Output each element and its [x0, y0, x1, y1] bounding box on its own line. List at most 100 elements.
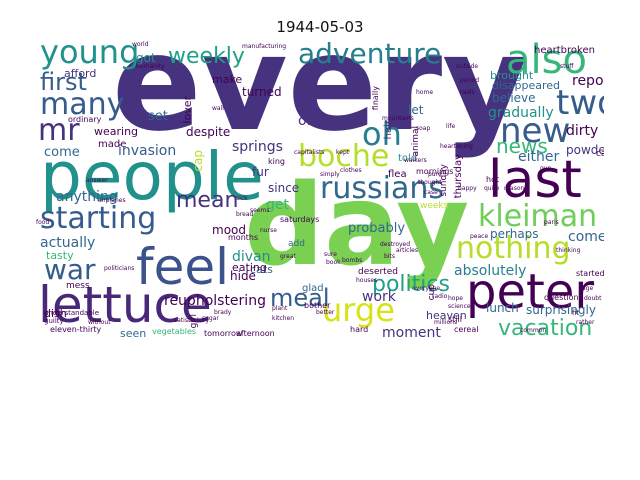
word-absolutely: absolutely: [454, 263, 527, 279]
word-life: life: [446, 123, 456, 130]
word-articles: articles: [396, 247, 418, 254]
word-sure: sure: [324, 251, 337, 258]
word-gun: gun: [540, 165, 552, 172]
word-war: war: [44, 253, 96, 286]
word-afternoon: afternoon: [236, 329, 275, 338]
word-last: last: [488, 150, 582, 210]
word-started: started: [576, 269, 604, 278]
chart-title: 1944-05-03: [276, 18, 364, 36]
word-stuff: stuff: [560, 63, 574, 70]
word-nothing: nothing: [456, 231, 571, 266]
word-urge: urge: [322, 291, 395, 329]
word-mr: mr: [38, 113, 80, 148]
word-lettuce: lettuce: [38, 276, 212, 334]
word-kitchen: kitchen: [272, 315, 295, 322]
word-turned: turned: [242, 85, 282, 99]
word-mess: mess: [66, 281, 90, 291]
word-pure: pure: [428, 171, 442, 178]
word-news: news: [496, 134, 548, 158]
word-politics: politics: [372, 272, 450, 297]
word-capitalists: capitalists: [294, 149, 325, 156]
word-deserted: deserted: [358, 267, 398, 277]
word-question: question: [544, 293, 579, 302]
word-adventure: adventure: [298, 40, 442, 70]
word-cereal: cereal: [454, 325, 479, 334]
word-destroyed: destroyed: [380, 241, 411, 248]
word-humanity: humanity: [136, 63, 165, 70]
word-world: world: [132, 41, 149, 48]
word-moment: moment: [382, 325, 441, 340]
word-office: office: [298, 113, 337, 129]
word-tasty: tasty: [46, 249, 74, 262]
word-happy: happy: [458, 185, 477, 192]
word-comes: comes: [568, 229, 604, 245]
word-add: add: [288, 239, 305, 249]
word-everyone: everyone: [412, 285, 441, 292]
word-gradually: gradually: [488, 105, 554, 121]
word-kleiman: kleiman: [478, 199, 598, 234]
word-divan: divan: [232, 249, 271, 265]
word-mountains: mountains: [382, 115, 414, 122]
word-politicians: politicians: [104, 265, 135, 272]
word-boche: boche: [298, 139, 390, 174]
word-springs: springs: [232, 139, 283, 155]
word-seems: seems: [250, 207, 270, 214]
word-meal: meal: [270, 284, 330, 312]
word-weeks: weeks: [420, 201, 449, 211]
word-vacation: vacation: [498, 316, 593, 340]
word-nurse: nurse: [260, 227, 277, 234]
word-starting: starting: [40, 201, 157, 236]
word-book: book: [326, 259, 341, 266]
word-fur: fur: [252, 165, 269, 179]
word-weekly: weekly: [168, 44, 245, 69]
word-quite: quite: [484, 185, 500, 192]
word-oh: oh: [362, 115, 402, 153]
word-dirty: dirty: [566, 123, 599, 139]
word-people: people: [40, 138, 264, 215]
word-great: great: [280, 253, 296, 260]
word-tomorrow: tomorrow: [204, 329, 243, 338]
word-thought: thought: [418, 179, 442, 186]
word-peter: peter: [466, 264, 595, 320]
word-cat: cat: [596, 149, 604, 159]
word-millions: millions: [434, 319, 458, 326]
word-period: period: [460, 77, 480, 84]
word-flea: flea: [388, 169, 407, 180]
word-rather: rather: [576, 319, 595, 326]
word-feel: feel: [136, 238, 230, 296]
word-two: two: [556, 83, 604, 123]
word-hope: hope: [448, 295, 463, 302]
word-thinking: thinking: [556, 247, 581, 254]
word-bombs: bombs: [342, 257, 363, 264]
word-report: report: [572, 73, 604, 89]
word-manufacturing: manufacturing: [242, 43, 287, 50]
word-mean: mean: [176, 188, 239, 213]
word-saturdays: saturdays: [280, 215, 320, 224]
word-made: made: [98, 139, 127, 150]
word-outside: outside: [456, 63, 479, 70]
word-make: make: [212, 73, 243, 86]
word-surprisingly: surprisingly: [526, 303, 596, 317]
word-seen: seen: [120, 327, 147, 340]
word-disappeared: disappeared: [492, 79, 561, 92]
word-set: set: [148, 109, 168, 124]
word-raids: raids: [460, 89, 475, 96]
word-perhaps: perhaps: [490, 227, 539, 241]
word-mornings: mornings: [416, 167, 454, 176]
word-come: come: [44, 145, 80, 160]
word-despite: despite: [186, 125, 231, 139]
word-peace: peace: [470, 233, 489, 240]
word-russians: russians: [320, 171, 444, 206]
word-get: get: [266, 197, 289, 213]
word-hot: hot: [486, 175, 500, 184]
word-wall: wall: [212, 105, 224, 112]
word-day: day: [244, 161, 470, 291]
word-hide: hide: [230, 269, 256, 283]
word-also: also: [506, 40, 587, 83]
word-since: since: [268, 181, 300, 195]
word-brought: brought: [490, 69, 534, 82]
word-food: food: [36, 219, 50, 226]
word-age: age: [582, 285, 594, 292]
word-eating: eating: [232, 261, 267, 274]
word-work: work: [362, 289, 396, 305]
